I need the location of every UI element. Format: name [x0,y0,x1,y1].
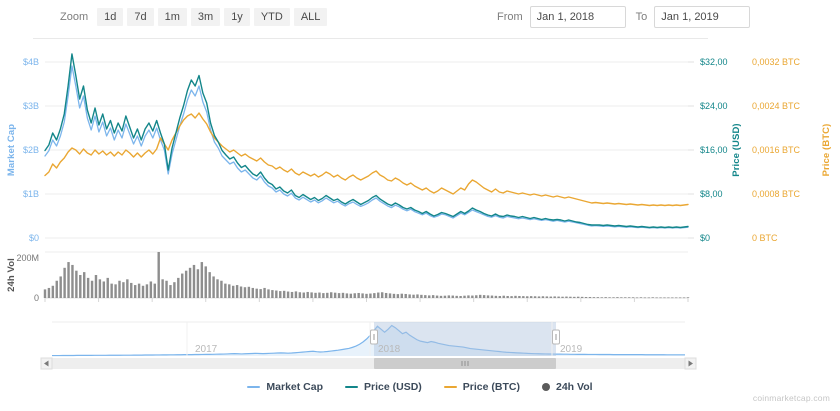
legend-marker-icon [345,385,359,389]
legend-label: Price (USD) [364,381,422,393]
legend-marker-icon [247,385,261,389]
navigator-year-label: 2018 [378,344,401,355]
date-range-group: From To [497,6,751,28]
zoom-button-3m[interactable]: 3m [190,8,221,26]
navigator-series-line [52,324,685,357]
price-btc-tick-label: 0,0032 BTC [752,57,801,67]
series-line-market-cap [44,65,689,229]
price-btc-tick-label: 0,0024 BTC [752,101,801,111]
market-cap-tick-label: $1B [23,189,39,199]
from-date-input[interactable] [529,6,626,28]
price-btc-tick-label: 0,0008 BTC [752,189,801,199]
market-cap-tick-label: $3B [23,101,39,111]
from-label: From [497,11,523,23]
main-chart-area: $0 $1B $2B $3B $4B Market Cap $0 $8,00 $16,00 $24… [0,40,840,305]
to-label: To [635,11,648,23]
zoom-button-1d[interactable]: 1d [97,8,124,26]
navigator-handle-left[interactable] [370,329,378,345]
navigator-scroll-left-arrow-icon[interactable] [40,357,53,370]
legend-marker-icon [443,385,457,389]
price-usd-tick-label: $0 [700,233,710,243]
to-date-input[interactable] [654,6,751,28]
legend-label: 24h Vol [555,381,593,393]
market-cap-tick-label: $4B [23,57,39,67]
legend-marker-icon [541,383,550,391]
price-usd-tick-label: $24,00 [700,101,728,111]
zoom-range-group: Zoom 1d 7d 1m 3m 1y YTD ALL [60,7,331,26]
navigator-handle-right[interactable] [552,329,560,345]
main-chart-svg[interactable]: $0 $1B $2B $3B $4B Market Cap $0 $8,00 $16,00 $24… [0,40,840,305]
legend-label: Market Cap [266,381,324,393]
navigator-area-fill [52,325,685,356]
zoom-label: Zoom [60,10,89,23]
navigator-svg[interactable]: 2017 2018 2019 [0,316,840,376]
watermark: coinmarketcap.com [752,393,830,403]
price-btc-tick-label: 0 BTC [752,233,778,243]
price-usd-tick-label: $16,00 [700,145,728,155]
legend-item-24h-vol[interactable]: 24h Vol [541,381,593,393]
legend-item-market-cap[interactable]: Market Cap [247,381,323,393]
price-usd-axis-title: Price (USD) [731,123,742,176]
zoom-button-ytd[interactable]: YTD [253,8,290,26]
legend-item-price-usd[interactable]: Price (USD) [345,381,422,393]
navigator-year-label: 2017 [195,344,218,355]
series-line-price-usd [44,53,689,229]
price-usd-tick-label: $32,00 [700,57,728,67]
navigator-area[interactable]: 2017 2018 2019 [0,316,840,376]
toolbar-divider [33,38,708,39]
zoom-button-1m[interactable]: 1m [157,8,187,26]
chart-legend: Market Cap Price (USD) Price (BTC) 24h Vol [0,378,840,396]
legend-item-price-btc[interactable]: Price (BTC) [443,381,520,393]
zoom-buttons: 1d 7d 1m 3m 1y YTD ALL [97,7,331,26]
zoom-button-1y[interactable]: 1y [224,8,250,26]
market-cap-tick-label: $2B [23,145,39,155]
volume-bars [43,252,690,299]
price-btc-tick-label: 0,0016 BTC [752,145,801,155]
volume-axis-title: 24h Vol [6,258,17,292]
legend-label: Price (BTC) [462,381,520,393]
zoom-button-7d[interactable]: 7d [127,8,154,26]
series-line-price-btc [44,112,689,207]
zoom-button-all[interactable]: ALL [293,8,328,26]
price-usd-tick-label: $8,00 [700,189,723,199]
volume-tick-label: 200M [16,253,39,263]
navigator-year-label: 2019 [560,344,583,355]
volume-tick-label: 0 [34,293,39,303]
navigator-scroll-right-arrow-icon[interactable] [684,357,697,370]
market-cap-tick-label: $0 [29,233,39,243]
price-btc-axis-title: Price (BTC) [821,124,832,177]
navigator-selection-window[interactable] [374,322,556,356]
market-cap-axis-title: Market Cap [6,124,17,176]
